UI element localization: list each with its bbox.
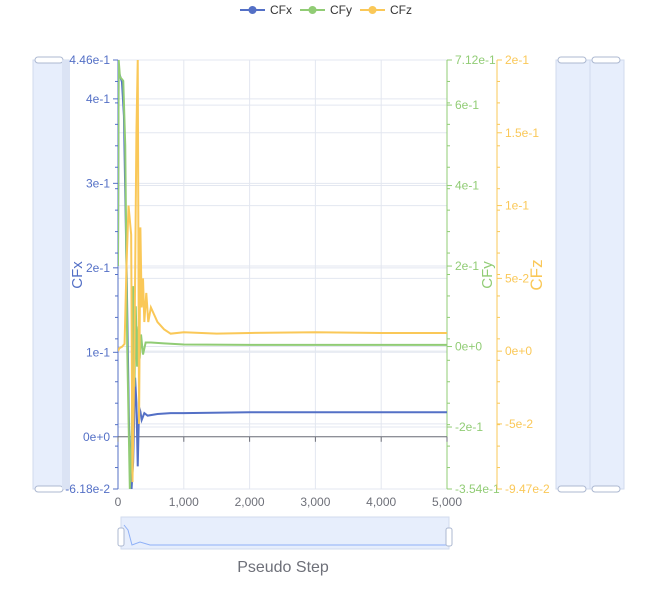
y-tick-label: 2e-1 (455, 259, 479, 273)
legend-label-CFz[interactable]: CFz (390, 3, 412, 17)
legend-label-CFx[interactable]: CFx (270, 3, 292, 17)
y-axis-title-cfx: CFx (69, 261, 86, 289)
y-tick-label: 4e-1 (86, 92, 110, 106)
y-tick-label: 7.12e-1 (455, 53, 496, 67)
slider-handle[interactable] (445, 527, 453, 547)
y-tick-label: 2e-1 (86, 261, 110, 275)
x-tick-label: 2,000 (235, 495, 265, 509)
x-tick-label: 4,000 (366, 495, 396, 509)
y-axis-title-cfy: CFy (479, 261, 496, 289)
x-tick-label: 0 (115, 495, 122, 509)
x-tick-label: 1,000 (169, 495, 199, 509)
y-tick-label: 0e+0 (455, 340, 482, 354)
y-tick-label: -3.54e-1 (455, 482, 500, 496)
x-tick-label: 3,000 (300, 495, 330, 509)
legend-marker (308, 6, 317, 14)
y-tick-label: 4.46e-1 (69, 53, 110, 67)
slider-preview (123, 524, 449, 546)
y-zoom-slider[interactable] (555, 59, 591, 490)
series-line-CFx (118, 64, 447, 489)
legend-label-CFy[interactable]: CFy (330, 3, 352, 17)
slider-handle[interactable] (557, 56, 587, 64)
slider-handle[interactable] (557, 485, 587, 493)
slider-handle[interactable] (591, 485, 621, 493)
slider-handle[interactable] (34, 56, 64, 64)
slider-bar (62, 60, 70, 489)
y-tick-label: -5e-2 (505, 417, 533, 431)
legend-marker (368, 6, 377, 14)
series-line-CFy (118, 60, 447, 489)
slider-handle[interactable] (34, 485, 64, 493)
y-axis-title-cfz: CFz (527, 259, 546, 290)
y-tick-label: 3e-1 (86, 176, 110, 190)
slider-handle[interactable] (117, 527, 125, 547)
x-axis-title: Pseudo Step (237, 559, 329, 576)
y-tick-label: 1.5e-1 (505, 126, 539, 140)
x-zoom-slider[interactable] (120, 516, 450, 550)
x-tick-label: 5,000 (432, 495, 462, 509)
y-tick-label: 6e-1 (455, 98, 479, 112)
y-zoom-slider[interactable] (589, 59, 625, 490)
y-tick-label: 0e+0 (505, 344, 532, 358)
y-tick-label: 1e-1 (505, 199, 529, 213)
y-tick-label: 5e-2 (505, 271, 529, 285)
series-line-CFz (118, 60, 447, 483)
y-tick-label: 0e+0 (83, 430, 110, 444)
y-tick-label: 1e-1 (86, 345, 110, 359)
y-tick-label: 4e-1 (455, 179, 479, 193)
y-tick-label: -9.47e-2 (505, 482, 550, 496)
y-tick-label: -2e-1 (455, 420, 483, 434)
y-tick-label: -6.18e-2 (65, 482, 110, 496)
slider-handle[interactable] (591, 56, 621, 64)
legend-marker (248, 6, 257, 14)
y-tick-label: 2e-1 (505, 53, 529, 67)
